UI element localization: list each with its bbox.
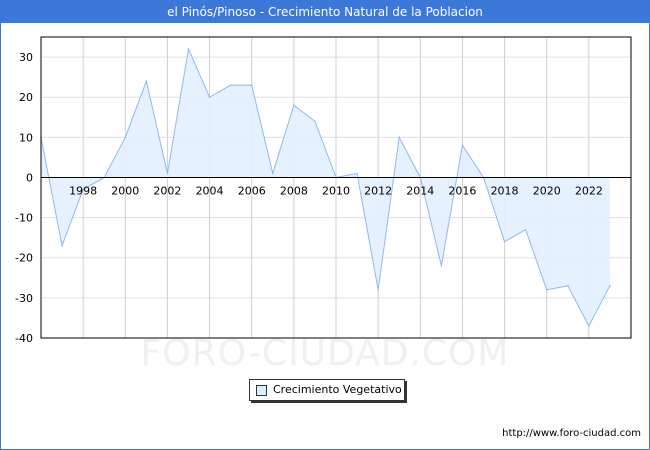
x-tick-label: 2006	[238, 184, 266, 197]
data-point	[377, 289, 379, 291]
x-tick-label: 2010	[322, 184, 350, 197]
legend-swatch	[256, 385, 267, 396]
x-tick-label: 2004	[196, 184, 224, 197]
data-point	[503, 240, 506, 243]
data-point	[293, 104, 295, 107]
x-tick-label: 2016	[448, 184, 476, 197]
watermark: FORO-CIUDAD.COM	[140, 333, 510, 374]
y-tick-label: 30	[19, 51, 33, 64]
x-tick-label: 2020	[533, 184, 561, 197]
x-tick-label: 2000	[111, 184, 139, 197]
data-point	[440, 264, 443, 267]
legend: Crecimiento Vegetativo	[249, 379, 405, 401]
data-point	[271, 172, 274, 175]
data-point	[609, 285, 611, 287]
data-point	[208, 96, 211, 98]
y-tick-label: 0	[26, 171, 33, 184]
chart-title: el Pinós/Pinoso - Crecimiento Natural de…	[1, 1, 649, 23]
y-tick-label: -40	[15, 332, 33, 345]
data-point	[166, 172, 169, 175]
data-point	[588, 325, 590, 327]
y-tick-label: -20	[15, 252, 33, 265]
plot-border	[40, 36, 632, 339]
data-point	[250, 84, 253, 86]
source-url: http://www.foro-ciudad.com	[502, 428, 641, 439]
y-tick-label: -30	[15, 292, 33, 305]
data-point	[524, 228, 527, 231]
series-area	[41, 49, 610, 326]
data-point	[314, 120, 316, 123]
data-point	[61, 244, 63, 247]
data-point	[545, 289, 548, 291]
x-tick-label: 2022	[575, 184, 603, 197]
y-tick-label: 20	[19, 91, 33, 104]
data-point	[461, 144, 464, 147]
x-tick-label: 2002	[153, 184, 181, 197]
legend-label: Crecimiento Vegetativo	[273, 383, 402, 396]
data-point	[229, 84, 232, 86]
x-tick-label: 1998	[69, 184, 97, 197]
data-point	[82, 188, 84, 191]
y-tick-label: -10	[15, 212, 33, 225]
x-tick-label: 2008	[280, 184, 308, 197]
y-tick-label: 10	[19, 131, 33, 144]
series-line	[40, 47, 611, 328]
data-point	[187, 48, 190, 50]
x-tick-label: 2014	[406, 184, 434, 197]
data-point	[566, 285, 569, 287]
data-point	[124, 136, 127, 139]
data-point	[398, 136, 401, 139]
data-point	[145, 80, 148, 82]
data-point	[356, 172, 358, 175]
x-tick-label: 2018	[491, 184, 519, 197]
x-tick-label: 2012	[364, 184, 392, 197]
